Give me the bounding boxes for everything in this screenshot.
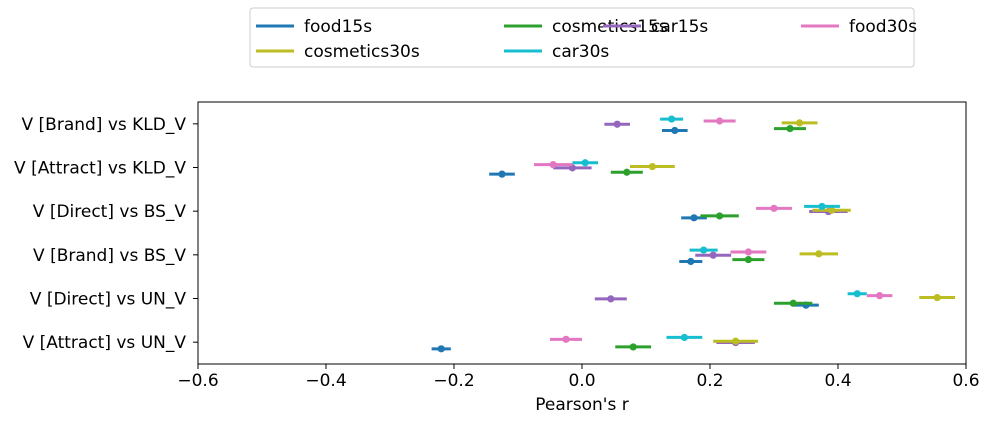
- legend-label: food15s: [304, 17, 372, 37]
- data-point: [623, 168, 631, 176]
- data-point: [786, 124, 794, 133]
- data-point: [648, 162, 657, 171]
- y-tick-label: V [Brand] vs BS_V: [33, 246, 186, 266]
- data-point: [744, 255, 753, 264]
- x-axis: −0.6 −0.4 −0.2 0.0 0.2 0.4 0.6: [177, 364, 980, 391]
- data-point: [876, 292, 884, 300]
- data-point: [607, 295, 615, 303]
- y-tick-label: V [Attract] vs UN_V: [23, 333, 187, 353]
- data-point: [629, 343, 637, 351]
- data-point: [549, 161, 557, 169]
- data-point: [709, 251, 717, 259]
- x-axis-label: Pearson's r: [535, 395, 628, 415]
- data-point: [562, 335, 570, 343]
- data-point: [716, 117, 724, 125]
- y-axis: V [Brand] vs KLD_V V [Attract] vs KLD_V V …: [14, 115, 198, 353]
- data-point: [732, 337, 740, 345]
- plot-area: [197, 101, 967, 365]
- y-tick-label: V [Direct] vs BS_V: [33, 202, 187, 222]
- data-point: [498, 170, 506, 178]
- data-point: [828, 206, 836, 214]
- legend-label: car15s: [651, 17, 708, 37]
- data-point: [437, 345, 445, 353]
- data-point: [744, 248, 753, 256]
- data-point: [680, 333, 689, 342]
- data-point: [815, 250, 823, 258]
- x-tick-label: 0.4: [824, 371, 851, 391]
- data-point: [796, 119, 804, 127]
- data-point: [687, 257, 695, 266]
- legend-label: cosmetics30s: [304, 42, 420, 62]
- data-point: [613, 120, 621, 128]
- x-tick-label: −0.4: [305, 371, 346, 391]
- x-tick-label: 0.0: [568, 371, 595, 391]
- data-point: [668, 115, 676, 123]
- data-point: [818, 202, 826, 211]
- data-point: [716, 212, 724, 220]
- data-point: [770, 204, 778, 212]
- x-tick-label: −0.2: [433, 371, 474, 391]
- legend-label: car30s: [552, 42, 609, 62]
- x-tick-label: 0.2: [696, 371, 723, 391]
- data-point: [581, 159, 589, 167]
- legend: food15scosmetics15scar15sfood30scosmetic…: [249, 7, 917, 68]
- legend-frame: [249, 7, 915, 68]
- data-point: [671, 126, 679, 135]
- x-tick-label: 0.6: [952, 371, 979, 391]
- y-tick-label: V [Brand] vs KLD_V: [22, 115, 187, 135]
- legend-label: food30s: [849, 17, 917, 37]
- x-tick-label: −0.6: [177, 371, 218, 391]
- data-point: [933, 293, 941, 302]
- data-point: [690, 214, 698, 222]
- y-tick-label: V [Attract] vs KLD_V: [14, 159, 186, 179]
- y-tick-label: V [Direct] vs UN_V: [30, 290, 187, 310]
- data-point: [853, 290, 861, 298]
- data-point: [700, 246, 708, 254]
- data-point: [789, 299, 797, 307]
